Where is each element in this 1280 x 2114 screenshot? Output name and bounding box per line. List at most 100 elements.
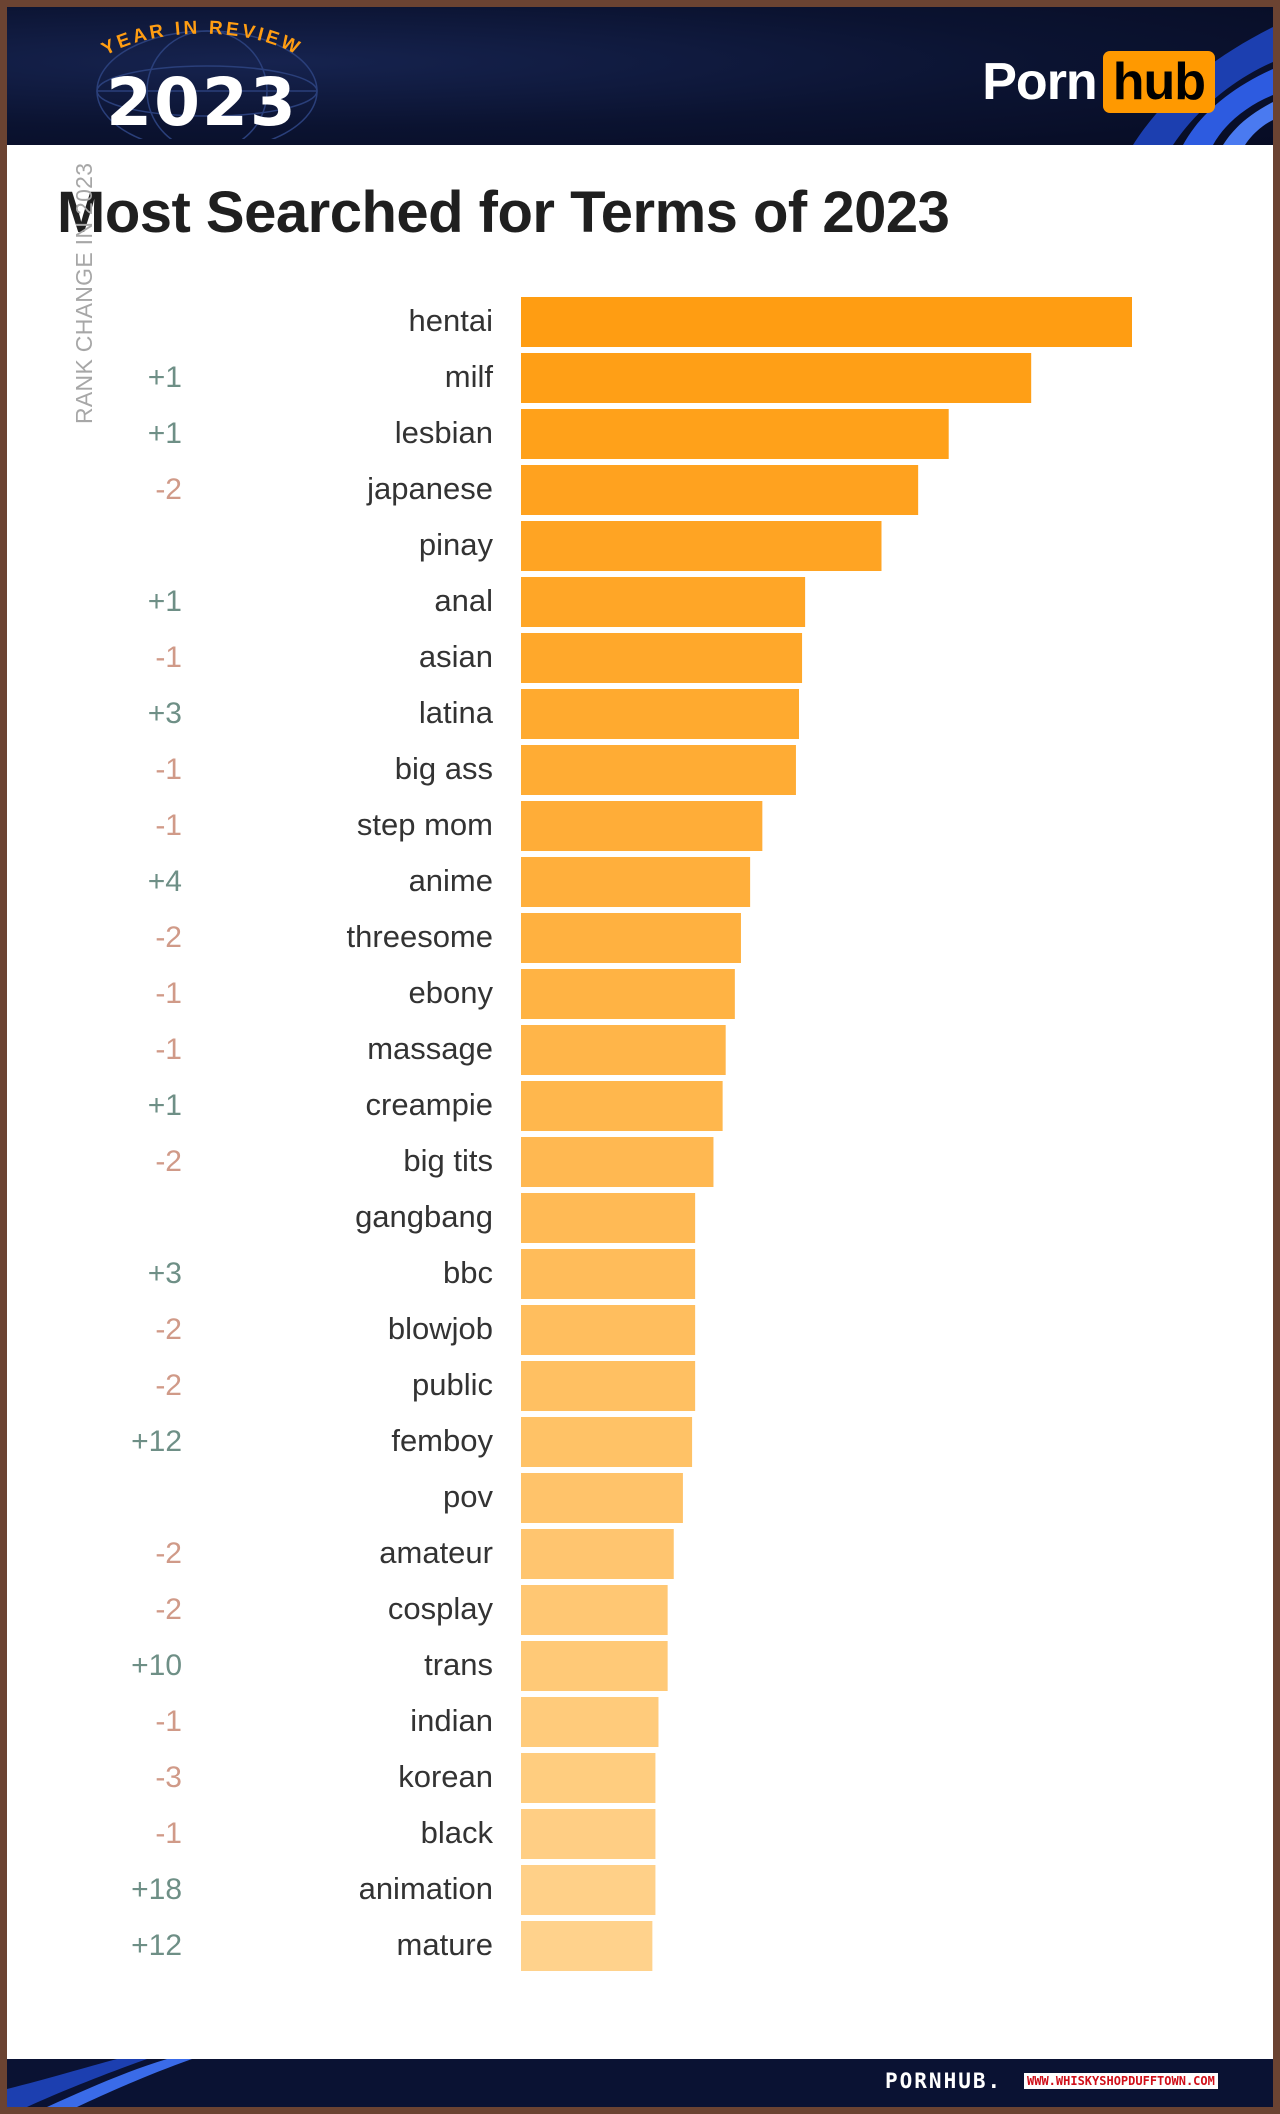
- bar-korean: [521, 1753, 656, 1803]
- category-label: massage: [367, 1031, 493, 1066]
- bar-mature: [521, 1921, 653, 1971]
- footer-banner: PORNHUB. WWW.WHISKYSHOPDUFFTOWN.COM: [7, 2059, 1273, 2107]
- bar-chart: hentai milf +1 lesbian +1 japanese -2 pinay anal…: [131, 297, 1132, 1971]
- chart-title: Most Searched for Terms of 2023: [57, 180, 950, 245]
- rank-change-label: -1: [155, 977, 182, 1010]
- header-banner: YEAR IN REVIEW 2023 Porn hub: [7, 7, 1273, 145]
- bar-trans: [521, 1641, 668, 1691]
- bar-massage: [521, 1025, 726, 1075]
- bar-cosplay: [521, 1585, 668, 1635]
- bar-animation: [521, 1865, 656, 1915]
- category-label: korean: [398, 1759, 493, 1794]
- rank-change-label: -1: [155, 1705, 182, 1738]
- bar-public: [521, 1361, 696, 1411]
- bar-latina: [521, 689, 800, 739]
- category-label: japanese: [366, 471, 493, 506]
- category-label: public: [412, 1367, 493, 1402]
- category-label: bbc: [443, 1255, 493, 1290]
- category-label: lesbian: [395, 415, 493, 450]
- category-label: latina: [419, 695, 494, 730]
- category-label: cosplay: [388, 1591, 494, 1626]
- bar-amateur: [521, 1529, 674, 1579]
- bar-anal: [521, 577, 806, 627]
- category-label: threesome: [347, 919, 493, 954]
- brand-logo-right: hub: [1102, 51, 1215, 113]
- rank-change-label: -2: [155, 473, 182, 506]
- rank-change-label: +12: [131, 1929, 182, 1962]
- rank-change-label: -2: [155, 1537, 182, 1570]
- category-label: asian: [419, 639, 493, 674]
- bar-big-tits: [521, 1137, 714, 1187]
- bar-indian: [521, 1697, 659, 1747]
- category-label: trans: [424, 1647, 493, 1682]
- category-label: milf: [445, 359, 494, 394]
- rank-change-label: +18: [131, 1873, 182, 1906]
- rank-change-label: +12: [131, 1425, 182, 1458]
- rank-change-label: -1: [155, 809, 182, 842]
- category-label: gangbang: [355, 1199, 493, 1234]
- rank-change-label: +4: [148, 865, 182, 898]
- bar-japanese: [521, 465, 919, 515]
- rank-change-label: +10: [131, 1649, 182, 1682]
- rank-change-label: +1: [148, 585, 182, 618]
- bar-femboy: [521, 1417, 693, 1467]
- rank-change-label: +1: [148, 1089, 182, 1122]
- rank-change-label: -1: [155, 753, 182, 786]
- category-label: blowjob: [388, 1311, 493, 1346]
- category-label: animation: [359, 1871, 493, 1906]
- footer-watermark-url: WWW.WHISKYSHOPDUFFTOWN.COM: [1024, 2073, 1218, 2089]
- bar-pinay: [521, 521, 882, 571]
- bar-big-ass: [521, 745, 796, 795]
- bar-lesbian: [521, 409, 949, 459]
- bar-creampie: [521, 1081, 723, 1131]
- bar-bbc: [521, 1249, 696, 1299]
- rank-change-label: -2: [155, 1145, 182, 1178]
- rank-change-label: -2: [155, 1593, 182, 1626]
- bar-hentai: [521, 297, 1132, 347]
- bar-blowjob: [521, 1305, 696, 1355]
- bar-black: [521, 1809, 656, 1859]
- rank-change-label: +1: [148, 361, 182, 394]
- rank-change-label: -1: [155, 1033, 182, 1066]
- badge-year: 2023: [106, 64, 298, 139]
- bar-gangbang: [521, 1193, 696, 1243]
- brand-logo: Porn hub: [982, 51, 1215, 113]
- bar-ebony: [521, 969, 735, 1019]
- category-label: indian: [410, 1703, 493, 1738]
- category-label: ebony: [409, 975, 494, 1010]
- category-label: creampie: [366, 1087, 494, 1122]
- rank-change-label: -3: [155, 1761, 182, 1794]
- bar-anime: [521, 857, 751, 907]
- rank-change-label: +3: [148, 1257, 182, 1290]
- rank-change-label: -2: [155, 1313, 182, 1346]
- category-label: big ass: [395, 751, 493, 786]
- rank-change-label: -1: [155, 641, 182, 674]
- category-label: femboy: [391, 1423, 493, 1458]
- rank-change-label: -2: [155, 1369, 182, 1402]
- category-label: mature: [397, 1927, 493, 1962]
- bar-asian: [521, 633, 803, 683]
- category-label: pov: [443, 1479, 493, 1514]
- year-in-review-badge: YEAR IN REVIEW 2023: [96, 18, 318, 139]
- bar-threesome: [521, 913, 741, 963]
- footer-stripes-decoration: [7, 2059, 192, 2107]
- rank-change-label: +1: [148, 417, 182, 450]
- category-label: pinay: [419, 527, 494, 562]
- rank-change-label: -1: [155, 1817, 182, 1850]
- category-label: hentai: [409, 303, 493, 338]
- infographic-frame: YEAR IN REVIEW 2023 Porn hub Most Search…: [7, 7, 1273, 2107]
- category-label: anal: [434, 583, 493, 618]
- category-label: amateur: [379, 1535, 493, 1570]
- category-label: anime: [409, 863, 493, 898]
- footer-site-name: PORNHUB.: [885, 2069, 1003, 2093]
- category-label: step mom: [357, 807, 493, 842]
- bar-pov: [521, 1473, 683, 1523]
- brand-logo-left: Porn: [982, 53, 1097, 111]
- bar-milf: [521, 353, 1032, 403]
- category-label: black: [421, 1815, 494, 1850]
- rank-change-label: +3: [148, 697, 182, 730]
- rank-change-label: -2: [155, 921, 182, 954]
- bar-step-mom: [521, 801, 763, 851]
- category-label: big tits: [403, 1143, 493, 1178]
- globe-icon: [96, 30, 318, 139]
